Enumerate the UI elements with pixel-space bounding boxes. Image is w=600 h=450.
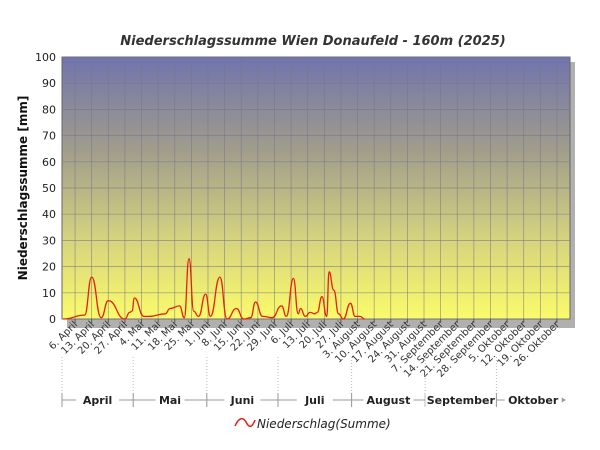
y-tick-label: 20 (42, 261, 56, 274)
month-label: Juli (304, 394, 324, 407)
series-line (63, 258, 365, 320)
legend-label: Niederschlag(Summe) (257, 417, 391, 431)
legend: Niederschlag(Summe) (234, 417, 391, 431)
month-label-bg (155, 393, 185, 407)
legend-line-icon (234, 417, 256, 427)
month-label: September (427, 394, 496, 407)
month-label-bg (504, 393, 562, 407)
month-label: April (83, 394, 112, 407)
y-axis-ticks: 0 10 20 30 40 50 60 70 80 90 100 (35, 51, 56, 326)
y-tick-label: 30 (42, 234, 56, 247)
series-layer (63, 258, 365, 320)
month-label: Juni (230, 394, 255, 407)
y-tick-label: 0 (49, 313, 56, 326)
y-tick-label: 80 (42, 103, 56, 116)
month-label-bg (224, 393, 261, 407)
month-axis: April Mai Juni Juli August September Oktober (61, 357, 566, 407)
month-label: Mai (159, 394, 181, 407)
month-label-bg (425, 393, 497, 407)
y-tick-label: 90 (42, 77, 56, 90)
month-label-bg (296, 393, 333, 407)
month-label-bg (76, 393, 120, 407)
grid-lines (62, 56, 570, 320)
y-tick-label: 60 (42, 156, 56, 169)
month-label: August (366, 394, 410, 407)
month-label: Oktober (508, 394, 559, 407)
chart-title: Niederschlagssumme Wien Donaufeld - 160m… (120, 34, 505, 49)
month-label-bg (363, 393, 414, 407)
y-tick-label: 10 (42, 287, 56, 300)
y-tick-label: 40 (42, 208, 56, 221)
y-tick-label: 70 (42, 130, 56, 143)
y-axis-label: Niederschlagssumme [mm] (16, 96, 30, 281)
y-tick-label: 100 (35, 51, 56, 64)
y-tick-label: 50 (42, 182, 56, 195)
